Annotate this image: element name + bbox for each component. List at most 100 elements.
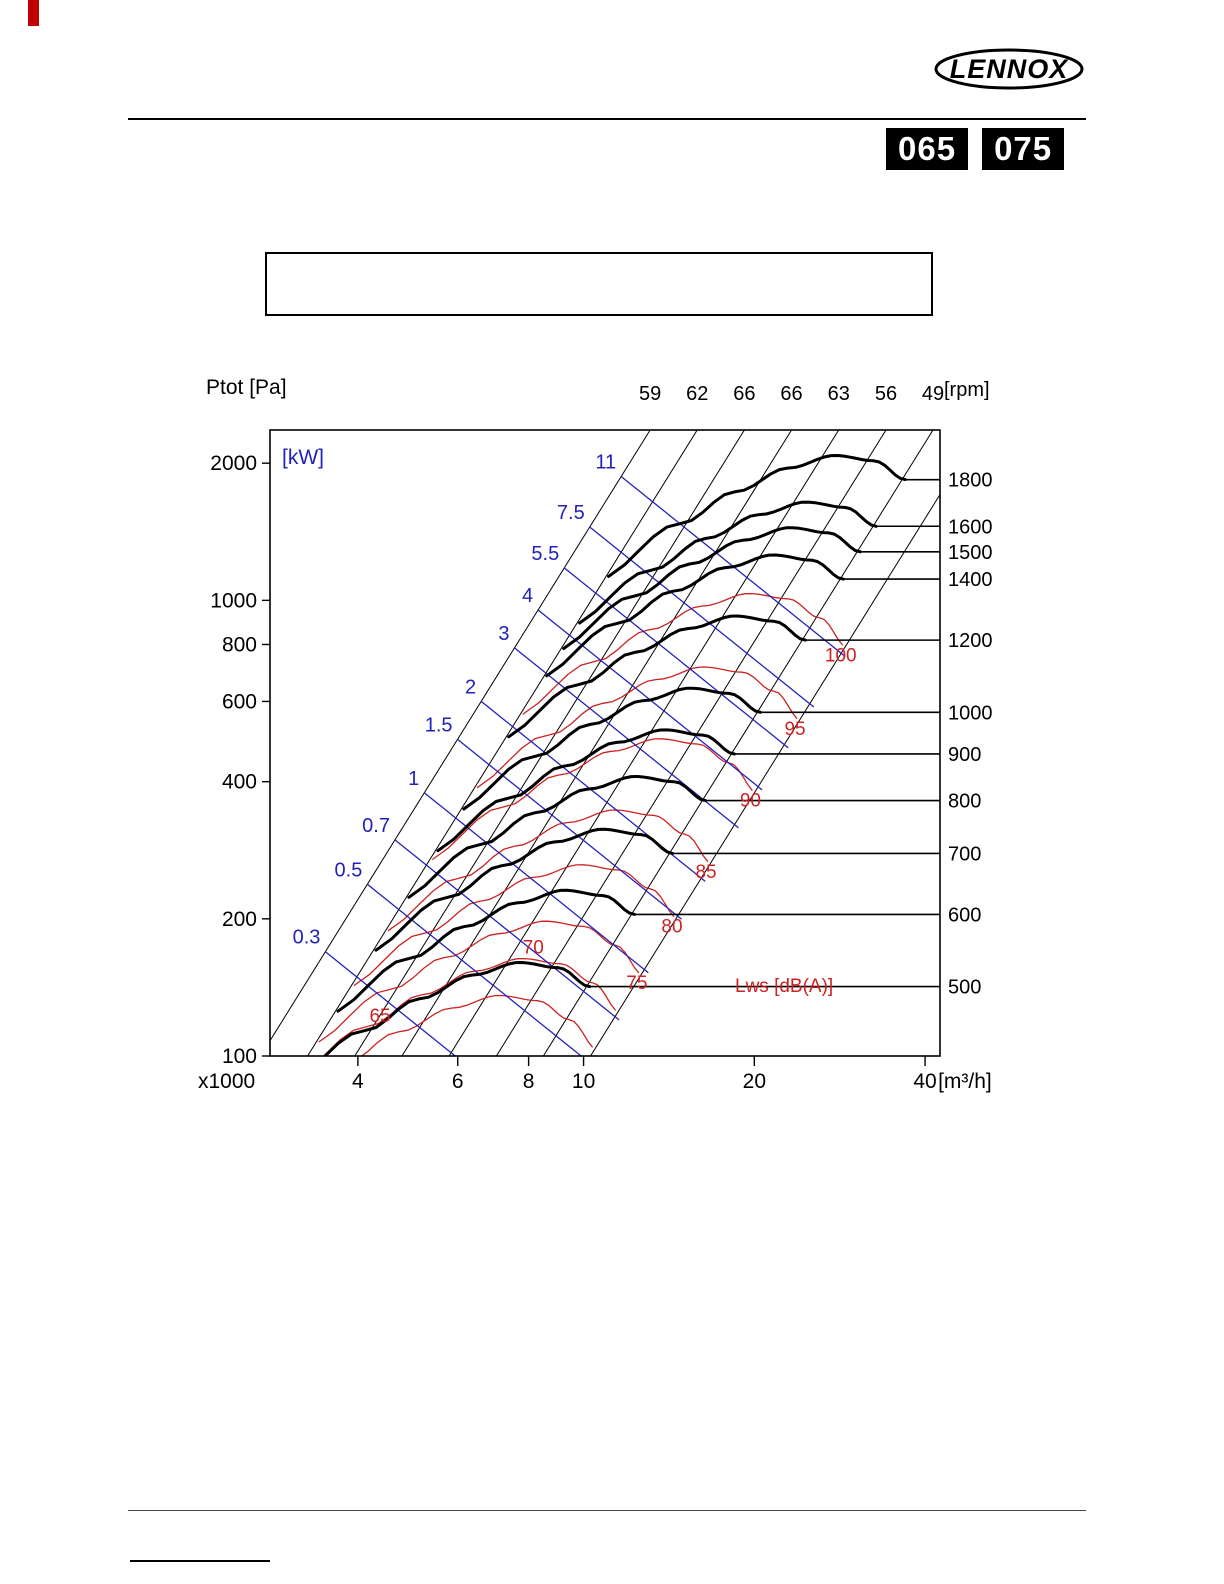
sound-label-90: 90: [740, 791, 761, 812]
logo-ellipse: [934, 48, 1084, 90]
sound-label-95: 95: [784, 719, 805, 740]
rpm-label-600: 600: [948, 904, 981, 926]
fan-curve-chart-container: 65 70 75 80 85 90 95 100 Lws [dB(A)] 0.3 0.5 0.7 1 1.…: [190, 368, 1020, 1138]
top-scale-value-3: 66: [780, 383, 802, 405]
system-line: [270, 430, 651, 1042]
x-tick-label-6: 6: [452, 1070, 464, 1093]
system-line: [542, 430, 934, 1056]
power-label-0.5: 0.5: [335, 859, 363, 881]
fan-curve-900: [436, 728, 736, 853]
x-tick-label-8: 8: [523, 1070, 535, 1093]
system-line: [401, 430, 793, 1056]
y-tick-label-2000: 2000: [210, 452, 257, 475]
power-curve-3: [514, 647, 739, 829]
fan-curve-1200: [507, 614, 807, 739]
x-axis-multiplier-label: x1000: [198, 1070, 255, 1093]
rpm-label-1600: 1600: [948, 516, 993, 538]
power-curve-0.3: [324, 951, 457, 1056]
plot-area: [270, 430, 940, 1056]
sound-label-100: 100: [825, 645, 857, 666]
sound-curve-65: [360, 994, 594, 1056]
power-axis-label: [kW]: [282, 446, 324, 469]
sound-label-65: 65: [369, 1006, 390, 1027]
power-curve-1.5: [457, 738, 683, 920]
y-tick-label-600: 600: [222, 690, 257, 713]
sound-label-70: 70: [523, 937, 544, 958]
pressure-axis-label: Ptot [Pa]: [206, 376, 287, 399]
x-tick-label-40: 40: [913, 1070, 936, 1093]
sound-curve-70: [322, 957, 617, 1056]
rpm-label-1400: 1400: [948, 569, 993, 591]
fan-curve-1500: [562, 526, 862, 650]
top-scale-value-5: 56: [875, 383, 897, 405]
power-label-5.5: 5.5: [531, 543, 559, 565]
power-curve-0.7: [394, 839, 620, 1021]
power-label-11: 11: [595, 451, 616, 473]
lennox-logo: LENNOX: [933, 46, 1085, 92]
rpm-label-900: 900: [948, 744, 981, 766]
rpm-label-1000: 1000: [948, 702, 993, 724]
sound-label-85: 85: [695, 862, 716, 883]
scan-artifact-mark: [28, 0, 39, 26]
y-tick-label-100: 100: [222, 1045, 257, 1068]
top-scale-value-1: 62: [686, 383, 708, 405]
power-label-1: 1: [408, 768, 419, 790]
sound-curve-75: [318, 920, 640, 1043]
rpm-label-1500: 1500: [948, 542, 993, 564]
rpm-label-1800: 1800: [948, 470, 993, 492]
system-line: [307, 430, 698, 1056]
system-line: [448, 430, 840, 1056]
model-badge-065: 065: [886, 128, 969, 170]
top-scale-value-2: 66: [733, 383, 755, 405]
rpm-label-500: 500: [948, 977, 981, 999]
top-scale-value-6: 49: [922, 383, 944, 405]
x-tick-label-10: 10: [572, 1070, 595, 1093]
rpm-axis-unit-label: [rpm]: [944, 379, 990, 401]
sound-label-75: 75: [626, 973, 647, 994]
power-curve-5.5: [563, 567, 789, 749]
y-tick-label-1000: 1000: [210, 589, 257, 612]
fan-performance-chart: 65 70 75 80 85 90 95 100 Lws [dB(A)] 0.3 0.5 0.7 1 1.…: [198, 376, 993, 1093]
x-tick-label-20: 20: [743, 1070, 766, 1093]
fan-curve-1000: [462, 686, 762, 811]
sound-curve-90: [431, 738, 753, 861]
y-tick-label-800: 800: [222, 633, 257, 656]
y-tick-label-400: 400: [222, 771, 257, 794]
power-label-0.7: 0.7: [362, 815, 390, 837]
system-line: [495, 430, 887, 1056]
system-line: [354, 430, 745, 1056]
power-label-0.3: 0.3: [293, 927, 321, 949]
power-curve-1: [423, 792, 649, 974]
power-label-4: 4: [522, 585, 533, 607]
model-badges: 065 075: [886, 128, 1065, 170]
fan-curve-500: [322, 961, 592, 1056]
title-box: [265, 252, 933, 316]
model-badge-075: 075: [982, 128, 1065, 170]
rpm-label-700: 700: [948, 843, 981, 865]
plot-frame: [269, 429, 941, 1057]
lennox-logo-graphic: LENNOX: [934, 48, 1084, 90]
top-scale-value-4: 63: [828, 383, 850, 405]
power-label-7.5: 7.5: [557, 502, 585, 524]
fan-curve-700: [374, 827, 674, 952]
y-tick-label-200: 200: [222, 908, 257, 931]
rpm-label-800: 800: [948, 791, 981, 813]
fan-curve-600: [336, 888, 637, 1013]
sound-curve-100: [522, 592, 844, 715]
power-label-2: 2: [465, 676, 476, 698]
sound-curve-85: [387, 809, 709, 932]
sound-label-80: 80: [661, 917, 682, 938]
footer-link-underline: [130, 1560, 270, 1562]
logo-text: LENNOX: [950, 54, 1070, 84]
sound-curve-95: [476, 666, 798, 789]
sound-curve-80: [353, 864, 675, 987]
fan-curve-1400: [545, 553, 845, 678]
fan-curve-800: [407, 775, 707, 899]
fan-curve-1800: [607, 454, 907, 578]
x-axis-unit-label: [m³/h]: [938, 1070, 992, 1093]
footer-rule: [128, 1510, 1086, 1511]
x-tick-label-4: 4: [352, 1070, 364, 1093]
header-rule: [128, 118, 1086, 120]
system-line: [589, 493, 940, 1056]
